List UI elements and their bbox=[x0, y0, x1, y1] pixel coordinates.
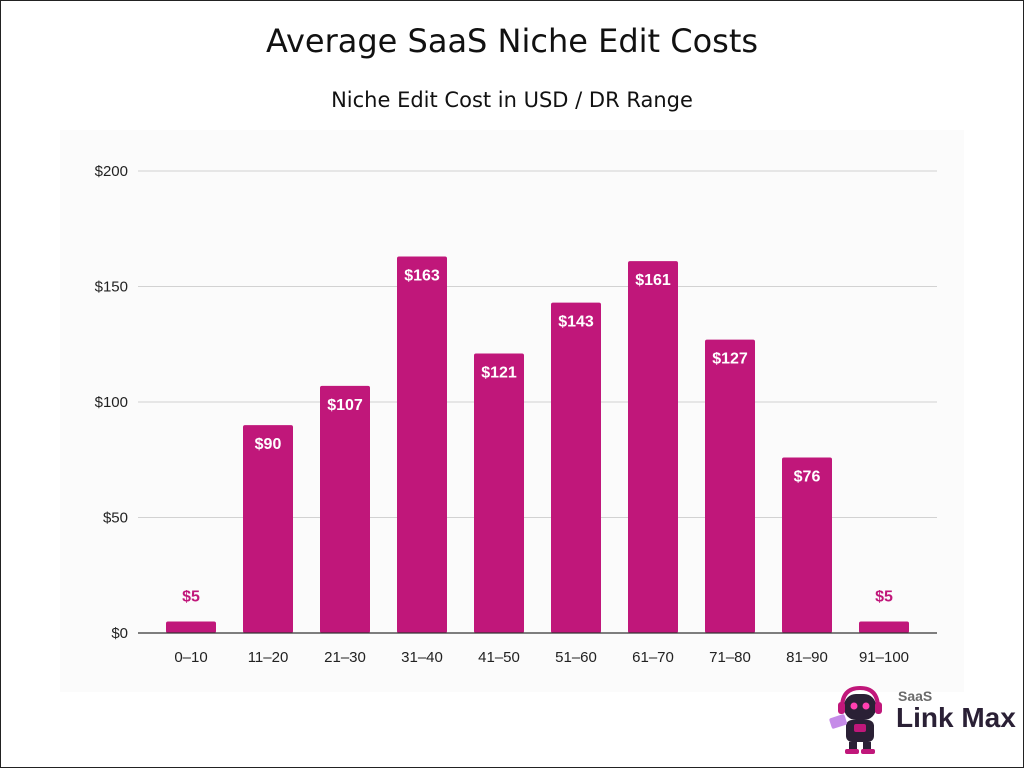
data-label: $127 bbox=[712, 351, 748, 368]
x-tick-label: 51–60 bbox=[555, 649, 597, 666]
data-label: $143 bbox=[558, 314, 594, 331]
x-tick-label: 0–10 bbox=[174, 649, 207, 666]
bar bbox=[397, 256, 447, 633]
x-tick-label: 21–30 bbox=[324, 649, 366, 666]
chart-subtitle: Niche Edit Cost in USD / DR Range bbox=[331, 88, 693, 112]
bar bbox=[320, 385, 370, 633]
bar bbox=[243, 425, 293, 633]
bar bbox=[628, 261, 678, 633]
logo-big-text: Link Max bbox=[896, 702, 1016, 733]
data-label: $5 bbox=[182, 588, 200, 605]
bar bbox=[859, 621, 909, 633]
data-label: $161 bbox=[635, 272, 671, 289]
x-tick-label: 61–70 bbox=[632, 649, 674, 666]
bar bbox=[474, 353, 524, 633]
bar bbox=[166, 621, 216, 633]
bar bbox=[782, 457, 832, 633]
data-label: $107 bbox=[327, 397, 363, 414]
y-tick-label: $200 bbox=[95, 163, 128, 180]
data-label: $5 bbox=[875, 588, 893, 605]
x-tick-label: 11–20 bbox=[248, 649, 289, 666]
x-tick-label: 31–40 bbox=[401, 649, 443, 666]
logo-small-text: SaaS bbox=[898, 688, 933, 704]
bar bbox=[551, 302, 601, 633]
x-tick-label: 91–100 bbox=[859, 649, 909, 666]
data-label: $90 bbox=[255, 436, 282, 453]
y-tick-label: $100 bbox=[95, 394, 128, 411]
data-label: $163 bbox=[404, 267, 440, 284]
x-tick-label: 71–80 bbox=[709, 649, 751, 666]
data-label: $121 bbox=[481, 364, 517, 381]
y-tick-label: $50 bbox=[103, 510, 128, 527]
robot-mascot-icon bbox=[829, 685, 882, 754]
x-tick-label: 81–90 bbox=[786, 649, 828, 666]
bar bbox=[705, 339, 755, 633]
x-tick-label: 41–50 bbox=[478, 649, 520, 666]
y-tick-label: $150 bbox=[95, 279, 128, 296]
data-label: $76 bbox=[794, 468, 821, 485]
y-tick-label: $0 bbox=[111, 625, 128, 642]
brand-logo: SaaS Link Max bbox=[828, 680, 1016, 756]
chart-title: Average SaaS Niche Edit Costs bbox=[265, 22, 759, 60]
